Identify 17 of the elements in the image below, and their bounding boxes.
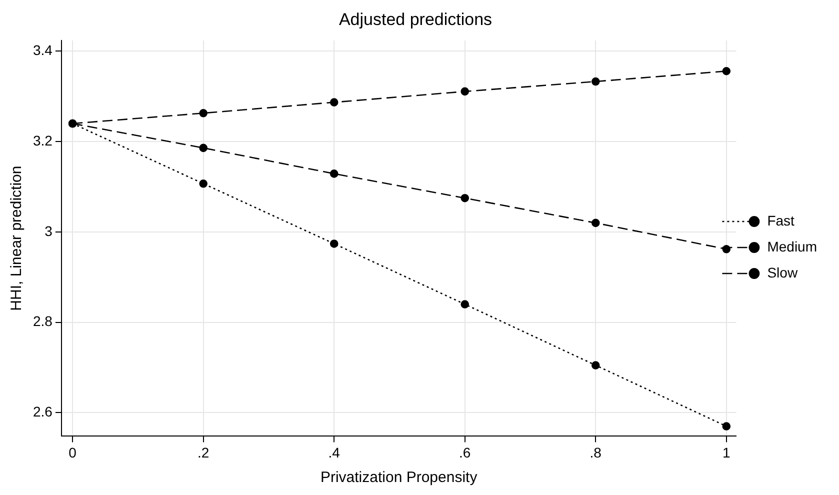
y-tick-label: 3 bbox=[44, 222, 53, 239]
y-tick-label: 3.2 bbox=[32, 132, 53, 148]
x-tick-label: 1 bbox=[722, 444, 730, 460]
legend-label: Medium bbox=[767, 238, 818, 254]
y-tick-label: 2.8 bbox=[32, 313, 53, 330]
chart-title: Adjusted predictions bbox=[338, 10, 492, 29]
legend-label: Fast bbox=[767, 212, 795, 228]
x-tick-label: .6 bbox=[459, 444, 471, 460]
legend-label: Slow bbox=[767, 264, 798, 280]
x-axis-title: Privatization Propensity bbox=[320, 469, 478, 486]
x-tick-label: 0 bbox=[68, 444, 77, 460]
x-tick-label: .2 bbox=[198, 444, 210, 460]
y-axis-title: HHI, Linear prediction bbox=[8, 166, 26, 311]
x-tick-label: .8 bbox=[590, 444, 602, 460]
y-tick-label: 2.6 bbox=[32, 404, 53, 420]
x-tick-label: .4 bbox=[328, 444, 340, 460]
y-tick-label: 3.4 bbox=[32, 42, 53, 58]
